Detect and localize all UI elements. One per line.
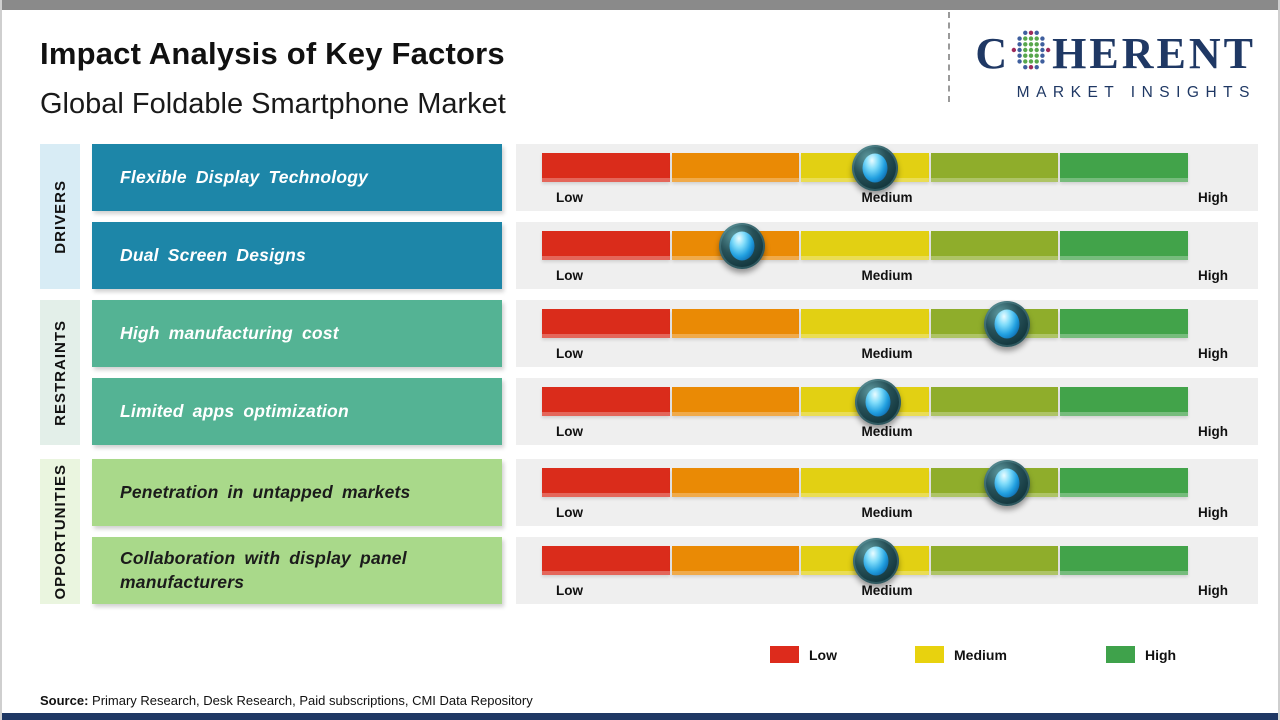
factor-label: Penetration in untapped markets [120,481,411,502]
factor-box: Collaboration with display panel manufac… [92,537,502,604]
impact-bar-track [542,537,1188,584]
factor-box: Flexible Display Technology [92,144,502,211]
scale-labels: Low Medium High [516,190,1258,206]
impact-bar-row: Low Medium High [516,300,1258,367]
impact-bar-row: Low Medium High [516,144,1258,211]
page-subtitle: Global Foldable Smartphone Market [40,88,506,120]
group-strip-restraints: RESTRAINTS [40,300,80,445]
scale-label-medium: Medium [861,505,913,520]
factor-box: Dual Screen Designs [92,222,502,289]
legend-item-low: Low [770,646,837,663]
brand-logo: C HERENT MARKET INSIGHTS [956,30,1256,102]
scale-labels: Low Medium High [516,583,1258,599]
brand-wordmark: C HERENT [956,30,1256,78]
legend-swatch [1106,646,1135,663]
brand-letter-c: C [975,29,1011,78]
group-label-restraints: RESTRAINTS [51,319,69,426]
scale-label-low: Low [556,346,583,361]
factor-label: High manufacturing cost [120,322,339,343]
impact-bar-row: Low Medium High [516,459,1258,526]
group-label-drivers: DRIVERS [51,179,69,254]
factor-label: Dual Screen Designs [120,244,306,265]
factor-box: Limited apps optimization [92,378,502,445]
scale-labels: Low Medium High [516,268,1258,284]
impact-marker-icon [852,537,899,584]
source-note: Source: Primary Research, Desk Research,… [40,693,533,708]
top-accent-bar [2,0,1278,10]
scale-label-high: High [1198,190,1228,205]
source-text: Primary Research, Desk Research, Paid su… [88,693,533,708]
legend-swatch [915,646,944,663]
brand-letters-herent: HERENT [1052,29,1256,78]
impact-bar-track [542,459,1188,506]
factor-box: High manufacturing cost [92,300,502,367]
impact-bar-row: Low Medium High [516,378,1258,445]
bottom-accent-bar [2,713,1278,720]
factor-label: Collaboration with display panel manufac… [120,547,407,592]
scale-label-high: High [1198,268,1228,283]
impact-marker-icon [984,300,1031,347]
factor-label: Flexible Display Technology [120,166,369,187]
scale-label-medium: Medium [861,190,913,205]
scale-label-low: Low [556,268,583,283]
impact-marker-icon [984,459,1031,506]
brand-tagline: MARKET INSIGHTS [1016,84,1256,101]
scale-label-low: Low [556,190,583,205]
group-strip-drivers: DRIVERS [40,144,80,289]
scale-labels: Low Medium High [516,424,1258,440]
impact-bar-track [542,222,1188,269]
impact-marker-icon [719,222,766,269]
scale-label-medium: Medium [861,583,913,598]
group-strip-opportunities: OPPORTUNITIES [40,459,80,604]
scale-label-high: High [1198,583,1228,598]
impact-bar-track [542,378,1188,425]
scale-label-high: High [1198,346,1228,361]
scale-label-medium: Medium [861,268,913,283]
scale-labels: Low Medium High [516,346,1258,362]
legend: Low Medium High [2,646,1278,670]
legend-label: High [1145,646,1177,663]
factor-label: Limited apps optimization [120,400,349,421]
impact-bar-track [542,300,1188,347]
legend-swatch [770,646,799,663]
scale-label-low: Low [556,505,583,520]
impact-marker-icon [851,144,898,191]
legend-item-medium: Medium [915,646,1007,663]
scale-label-medium: Medium [861,346,913,361]
globe-dots-icon [1011,30,1051,78]
group-label-opportunities: OPPORTUNITIES [51,463,69,600]
scale-label-medium: Medium [861,424,913,439]
legend-item-high: High [1106,646,1176,663]
factor-box: Penetration in untapped markets [92,459,502,526]
scale-label-high: High [1198,505,1228,520]
page-title: Impact Analysis of Key Factors [40,36,505,71]
scale-label-low: Low [556,424,583,439]
impact-bar-row: Low Medium High [516,222,1258,289]
impact-marker-icon [854,378,901,425]
logo-divider-dashed [948,12,950,102]
legend-label: Medium [954,646,1007,663]
scale-labels: Low Medium High [516,505,1258,521]
impact-bar-track [542,144,1188,191]
scale-label-low: Low [556,583,583,598]
impact-bar-row: Low Medium High [516,537,1258,604]
source-prefix: Source: [40,693,89,708]
scale-label-high: High [1198,424,1228,439]
legend-label: Low [809,646,837,663]
